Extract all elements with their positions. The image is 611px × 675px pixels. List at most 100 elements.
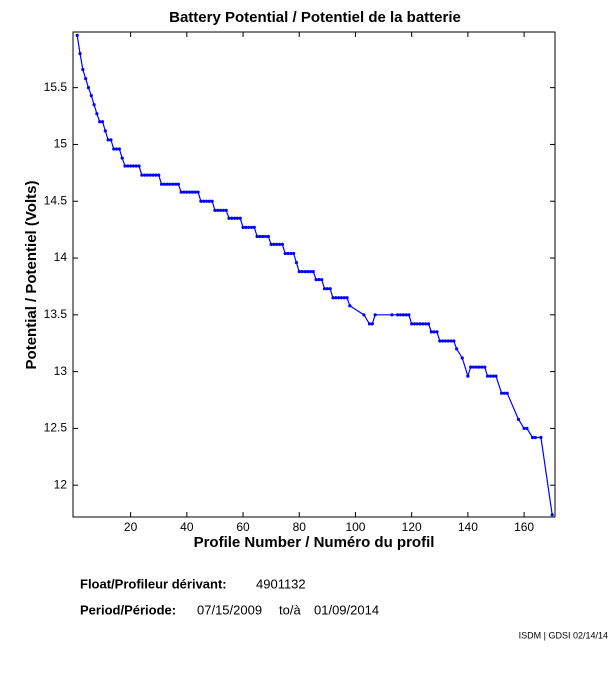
data-point [154,173,158,177]
data-point [348,304,352,308]
data-point [269,242,273,247]
data-point [502,391,507,395]
to-label: to/à [279,602,301,617]
data-point [255,234,259,239]
data-point [426,322,431,326]
data-point [488,374,492,378]
data-point [317,278,321,282]
data-point [247,225,251,229]
data-point [218,208,223,212]
x-tick-label: 20 [124,520,138,534]
data-point [190,190,195,194]
data-point [485,374,490,378]
data-point [157,173,161,177]
data-point [168,182,172,186]
data-point [131,164,136,168]
data-point [280,242,284,247]
data-point [145,173,150,177]
x-axis-label: Profile Number / Numéro du profil [194,534,435,551]
data-point [334,296,338,300]
data-point [452,339,456,343]
data-point [283,251,287,256]
data-point [396,313,400,317]
data-point [193,190,197,194]
y-tick-label: 12.5 [44,421,68,435]
data-point [114,147,119,151]
data-point [446,339,450,343]
data-point [322,287,327,291]
float-label: Float/Profileur dérivant: [80,576,227,591]
data-point [533,435,537,440]
data-point [415,322,419,326]
data-point [86,86,91,90]
data-point [471,365,476,369]
data-point [216,208,220,212]
data-point [539,435,543,440]
data-point [252,225,256,229]
data-point [483,365,487,369]
data-point [199,199,203,203]
data-point [339,296,344,300]
data-point [140,173,144,177]
data-point [230,216,234,220]
data-point [202,199,206,203]
data-point [412,322,417,326]
chart-title: Battery Potential / Potentiel de la batt… [169,9,461,26]
data-point [151,173,155,177]
data-point [224,208,228,212]
data-point [325,287,329,291]
data-point [342,296,346,300]
data-point [421,322,425,326]
x-tick-label: 80 [293,520,307,534]
data-point [460,356,464,360]
data-point [165,182,169,186]
data-point [477,365,481,369]
data-point [362,313,366,317]
data-point [204,199,209,203]
y-tick-label: 15 [54,137,68,151]
data-point [235,216,240,220]
data-point [410,322,414,326]
data-point [109,138,113,142]
data-point [449,339,453,343]
x-tick-label: 60 [236,520,250,534]
data-point [297,270,301,274]
data-point [221,208,225,212]
data-point [500,391,504,395]
data-point [213,208,217,212]
data-point [227,216,231,220]
x-tick-label: 140 [458,520,478,534]
data-point [123,164,127,168]
data-point [306,270,310,274]
data-point [196,190,200,194]
data-point [466,374,470,378]
data-point [398,313,403,317]
data-point [373,313,377,317]
end-date: 01/09/2014 [314,602,379,617]
data-point [78,51,82,56]
data-point [328,287,332,291]
data-point [432,330,436,334]
data-point [261,234,265,239]
data-point [98,120,102,124]
data-point [244,225,248,229]
data-point [424,322,428,326]
x-tick-label: 100 [345,520,365,534]
data-point [272,242,276,247]
data-point [137,164,141,168]
y-tick-label: 12 [54,477,68,491]
data-point [494,374,498,378]
data-point [159,182,164,186]
data-point [418,322,422,326]
data-point [162,182,166,186]
data-point [89,94,93,98]
data-point [75,33,79,38]
data-point [435,330,439,334]
data-point [210,199,214,203]
data-point [336,296,341,300]
data-point [120,156,124,160]
period-label: Period/Période: [80,602,176,617]
data-point [367,322,372,326]
footer: ISDM | GDSI 02/14/14 [519,630,608,640]
